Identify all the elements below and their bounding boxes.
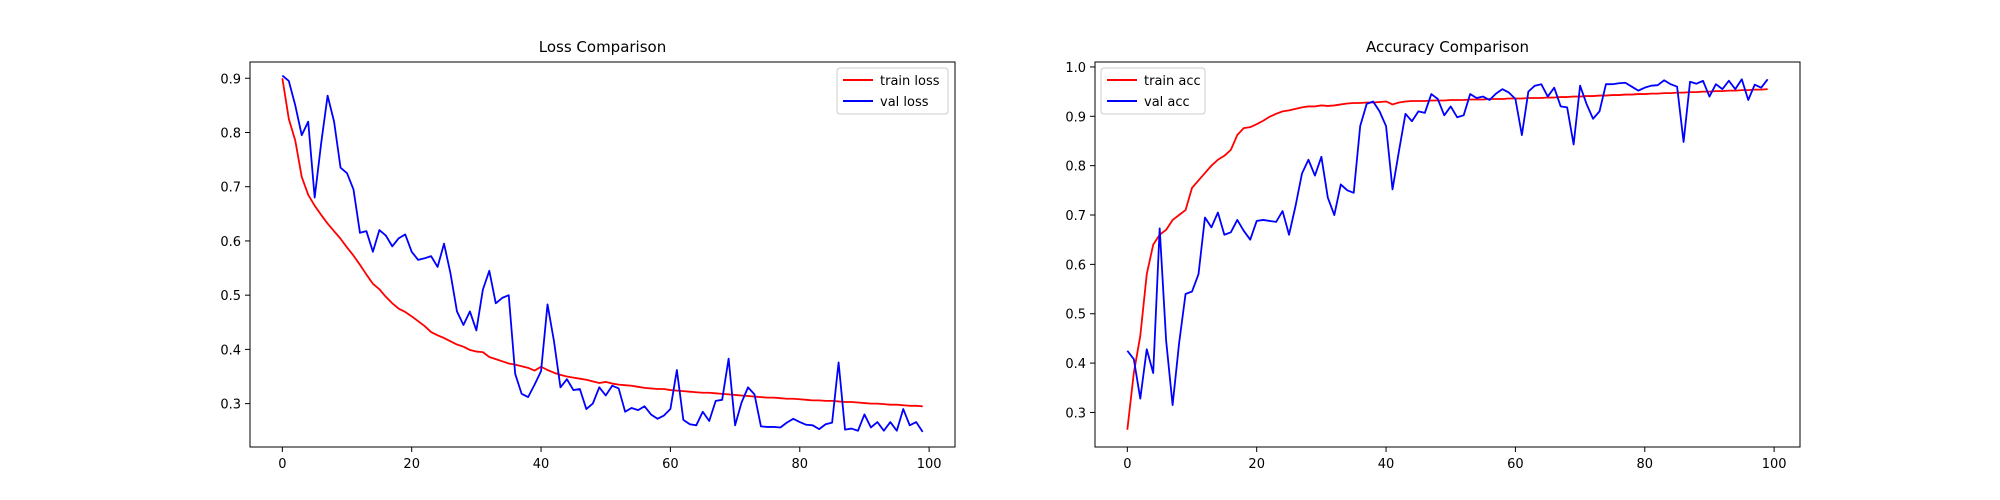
accuracy-x-tick-label: 20 [1248, 457, 1265, 472]
legend-label-val-acc: val acc [1144, 95, 1190, 110]
accuracy-y-tick-label: 0.3 [1065, 406, 1086, 421]
accuracy-x-tick-label: 0 [1123, 457, 1131, 472]
accuracy-chart-axes-frame [1094, 61, 1801, 448]
accuracy-chart-title: Accuracy Comparison [1366, 38, 1529, 56]
loss-x-tick-label: 0 [278, 457, 286, 472]
accuracy-series-line-train-acc [1126, 88, 1768, 430]
loss-series-line-val-loss [281, 74, 924, 433]
loss-x-tick-label: 60 [662, 457, 679, 472]
accuracy-y-tick-label: 0.8 [1065, 160, 1086, 175]
loss-chart-axes-frame [249, 61, 956, 448]
loss-x-tick-label: 20 [403, 457, 420, 472]
loss-chart-plot: 0 20 40 60 80 100 0.3 0.4 0.5 0.6 0.7 0.8 0.9 [220, 72, 941, 472]
accuracy-y-tick-label: 1.0 [1065, 61, 1086, 76]
legend-label-train-acc: train acc [1144, 74, 1201, 89]
legend-label-train-loss: train loss [880, 74, 940, 89]
accuracy-y-tick-label: 0.7 [1065, 209, 1086, 224]
loss-y-tick-label: 0.5 [220, 289, 241, 304]
accuracy-chart-legend: train acc val acc [1100, 67, 1206, 115]
loss-chart-title: Loss Comparison [539, 38, 666, 56]
accuracy-y-tick-label: 0.9 [1065, 110, 1086, 125]
loss-y-tick-label: 0.8 [220, 126, 241, 141]
legend-label-val-loss: val loss [880, 95, 929, 110]
loss-x-tick-label: 80 [791, 457, 808, 472]
loss-x-tick-label: 40 [533, 457, 550, 472]
loss-chart-legend: train loss val loss [836, 67, 949, 115]
accuracy-x-tick-label: 100 [1762, 457, 1787, 472]
accuracy-y-tick-label: 0.5 [1065, 308, 1086, 323]
accuracy-chart-plot: 0 20 40 60 80 100 0.3 0.4 0.5 0.6 0.7 0.8 0.9 1.0 [1065, 61, 1786, 472]
accuracy-y-tick-label: 0.4 [1065, 357, 1086, 372]
accuracy-x-tick-label: 40 [1378, 457, 1395, 472]
loss-y-tick-label: 0.4 [220, 343, 241, 358]
loss-x-tick-label: 100 [917, 457, 942, 472]
loss-y-tick-label: 0.7 [220, 181, 241, 196]
loss-y-tick-label: 0.3 [220, 398, 241, 413]
loss-series-line-train-loss [281, 78, 923, 408]
accuracy-y-tick-label: 0.6 [1065, 258, 1086, 273]
accuracy-chart: Accuracy Comparison 0 20 40 60 80 100 0.3 0.4 0.… [1065, 38, 1801, 472]
accuracy-x-tick-label: 80 [1636, 457, 1653, 472]
loss-y-tick-label: 0.9 [220, 72, 241, 87]
loss-chart: Loss Comparison 0 20 40 60 80 100 0.3 0.4 0.5 0.6… [220, 38, 956, 472]
accuracy-x-tick-label: 60 [1507, 457, 1524, 472]
accuracy-series-line-val-acc [1126, 78, 1769, 406]
loss-y-tick-label: 0.6 [220, 235, 241, 250]
